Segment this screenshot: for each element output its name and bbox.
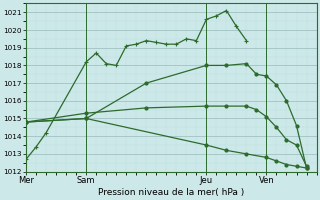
X-axis label: Pression niveau de la mer( hPa ): Pression niveau de la mer( hPa ) — [98, 188, 244, 197]
